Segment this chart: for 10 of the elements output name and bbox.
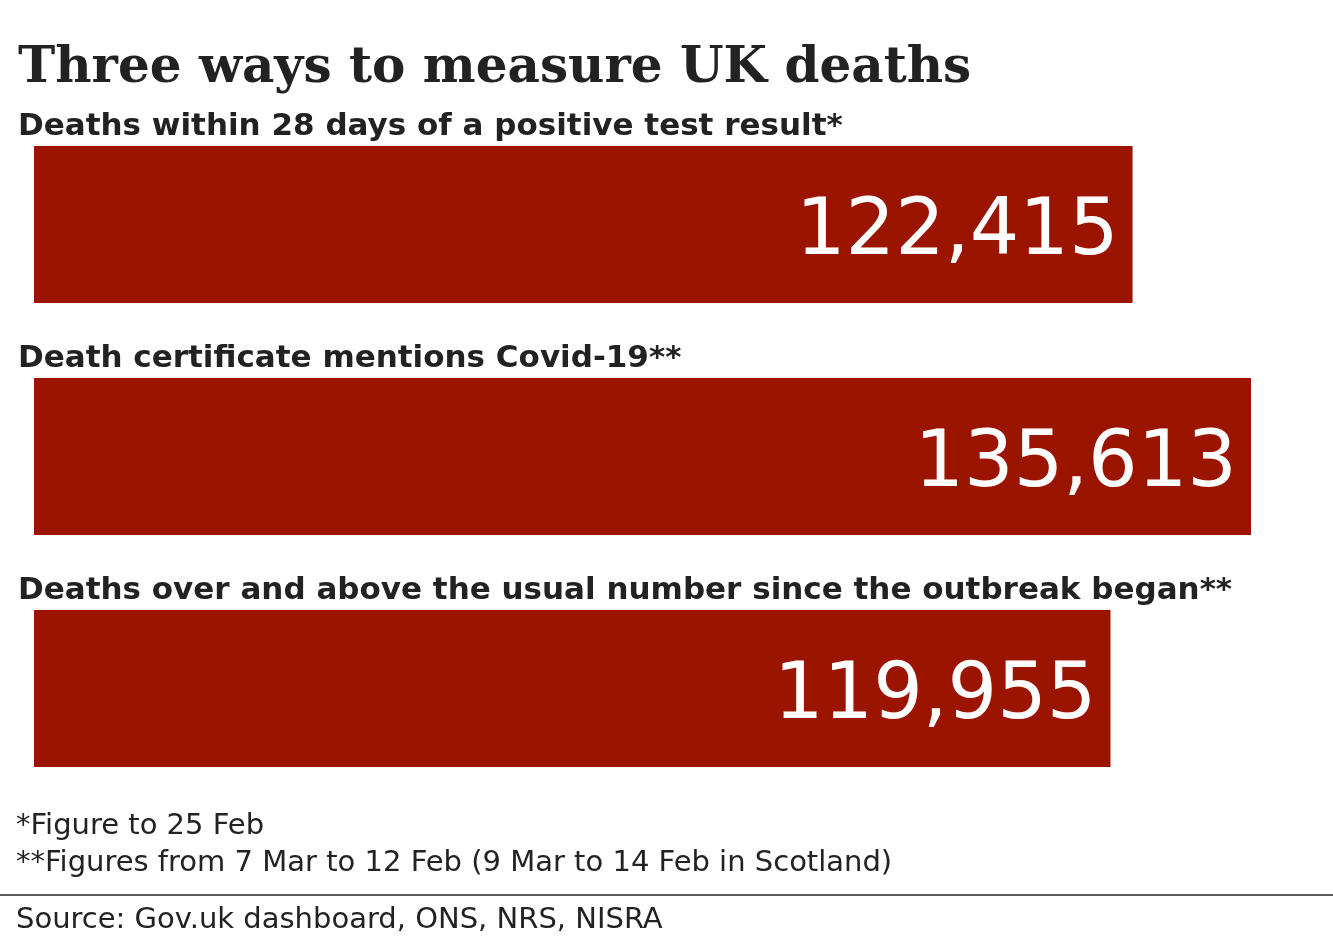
data-label: 135,613 [914,413,1237,504]
y-tick-label: Deaths within 28 days of a positive test result* [18,106,843,142]
text: Three ways to measure UK deaths [18,35,972,94]
y-tick-label: Deaths over and above the usual number since the outbreak began** [18,570,1233,606]
y-tick-label: Death certificate mentions Covid-19** [18,338,682,374]
source-note: Source: Gov.uk dashboard, ONS, NRS, NISRA [16,901,663,935]
data-label: 119,955 [773,645,1097,736]
text: *Figure to 25 Feb [16,807,265,841]
text: **Figures from 7 Mar to 12 Feb (9 Mar to 14 Feb in Scotland) [16,844,893,878]
data-label: 122,415 [796,181,1119,272]
